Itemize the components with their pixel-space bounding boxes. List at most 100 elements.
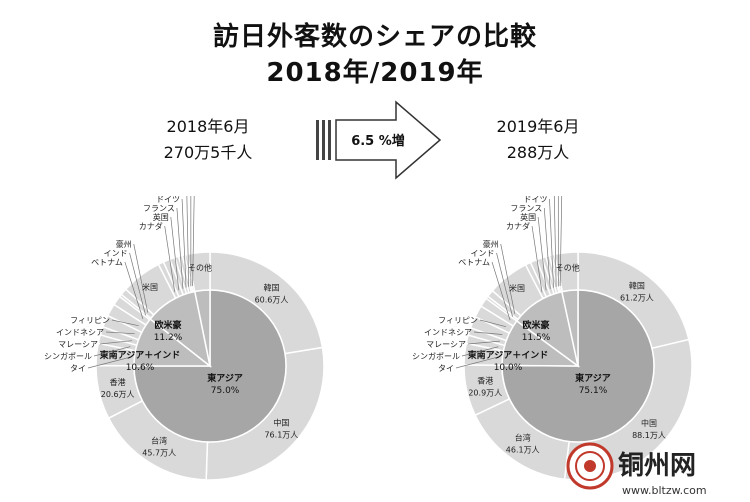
- outer-label-name: 韓国: [629, 280, 645, 290]
- leader-line: [491, 261, 511, 321]
- chart-title: 訪日外客数のシェアの比較: [212, 22, 537, 52]
- watermark-logo-ring: [575, 451, 605, 481]
- leader-line: [99, 340, 133, 345]
- period-total: 270万5千人: [163, 143, 253, 162]
- arrow-stripe: [316, 120, 319, 160]
- leader-line: [186, 196, 190, 287]
- outer-label-name: 韓国: [263, 283, 279, 293]
- inner-label-value: 11.2%: [154, 333, 183, 343]
- inner-label-name: 欧米豪: [154, 319, 181, 331]
- period-2018: 2018年6月 270万5千人: [118, 114, 298, 166]
- watermark-name: 铜州网: [618, 451, 696, 481]
- leader-line: [181, 198, 187, 288]
- leader-line: [473, 331, 503, 335]
- leader-line: [553, 196, 557, 287]
- leader-line: [543, 207, 551, 289]
- leader-line: [105, 331, 135, 335]
- leader-line: [133, 243, 149, 313]
- leader-line: [467, 340, 500, 345]
- watermark-url: www.bltzw.com: [622, 484, 707, 497]
- donut-chart-2018: 東アジア 75.0% 東南アジア＋インド 10.6% 欧米豪 11.2% 韓国 60.6万人中…: [44, 196, 325, 481]
- leader-line: [559, 196, 563, 286]
- outer-label-name: ベトナム: [458, 258, 490, 267]
- outer-label-name: ベトナム: [91, 258, 123, 267]
- inner-label-value: 10.0%: [494, 363, 523, 373]
- outer-label-name: タイ: [438, 364, 454, 373]
- outer-label-name: 香港: [110, 377, 126, 387]
- leader-line: [549, 198, 554, 288]
- outer-label-name: フィリピン: [438, 316, 478, 325]
- inner-slice-3: [560, 289, 579, 367]
- outer-label-name: 米国: [509, 283, 525, 293]
- outer-label-name: インドネシア: [424, 328, 472, 337]
- outer-label-name: フランス: [510, 204, 542, 213]
- period-2019: 2019年6月 288万人: [448, 114, 628, 166]
- inner-label-name: 東アジア: [575, 372, 611, 384]
- inner-slice-3: [193, 289, 211, 367]
- leader-line: [176, 207, 184, 289]
- outer-label-value: 45.7万人: [142, 448, 176, 457]
- outer-label-name: ドイツ: [156, 196, 180, 204]
- inner-label-value: 11.5%: [522, 333, 551, 343]
- watermark-logo-dot: [584, 460, 596, 472]
- outer-label-name: ドイツ: [523, 196, 547, 204]
- leader-line: [87, 357, 129, 369]
- outer-label-name: タイ: [70, 364, 86, 373]
- outer-label-name: インド: [471, 249, 495, 258]
- inner-label-name: 東アジア: [207, 372, 243, 384]
- outer-label-name: その他: [556, 263, 580, 273]
- outer-label-name: 豪州: [116, 239, 132, 249]
- arrow-shape: [335, 100, 442, 180]
- outer-label-value: 88.1万人: [632, 431, 666, 440]
- inner-slice-0: [133, 289, 287, 443]
- outer-label-name: 中国: [641, 418, 657, 428]
- outer-label-name: 香港: [477, 376, 493, 386]
- outer-label-name: カナダ: [506, 221, 530, 231]
- outer-label-name: カナダ: [139, 221, 163, 231]
- outer-label-value: 20.6万人: [101, 390, 135, 399]
- leader-line: [537, 216, 547, 291]
- period-total: 288万人: [506, 143, 570, 162]
- leader-line: [479, 319, 507, 328]
- outer-label-name: マレーシア: [58, 340, 98, 349]
- leader-line: [93, 346, 131, 357]
- outer-label-value: 61.2万人: [620, 293, 654, 302]
- outer-label-value: 76.1万人: [264, 431, 298, 440]
- chart-subtitle: 2018年/2019年: [266, 58, 484, 88]
- outer-label-name: 英国: [520, 212, 536, 222]
- leader-line: [111, 319, 139, 327]
- outer-label-name: その他: [188, 263, 212, 273]
- growth-label: 6.5 %増: [351, 133, 405, 149]
- inner-label-value: 10.6%: [126, 363, 155, 373]
- outer-label-value: 20.9万人: [468, 389, 502, 398]
- leader-line: [124, 261, 144, 319]
- outer-label-name: マレーシア: [426, 340, 466, 349]
- leader-line: [496, 252, 513, 317]
- inner-label-name: 東南アジア＋インド: [468, 349, 549, 361]
- outer-label-value: 46.1万人: [506, 445, 540, 454]
- period-label: 2018年6月: [166, 117, 250, 136]
- outer-label-name: 台湾: [515, 432, 531, 442]
- leader-line: [500, 243, 516, 314]
- leader-line: [461, 346, 499, 357]
- outer-label-name: シンガポール: [412, 351, 460, 361]
- leader-line: [531, 225, 543, 293]
- leader-line: [164, 225, 176, 293]
- inner-label-name: 東南アジア＋インド: [100, 349, 181, 361]
- inner-label-value: 75.0%: [211, 386, 240, 396]
- arrow-stripe: [328, 120, 331, 160]
- inner-label-name: 欧米豪: [522, 319, 549, 331]
- outer-label-name: インドネシア: [56, 328, 104, 337]
- outer-label-name: 中国: [273, 418, 289, 428]
- outer-label-name: 台湾: [151, 435, 167, 445]
- outer-label-name: 英国: [153, 212, 169, 222]
- leader-line: [455, 357, 497, 369]
- leader-line: [170, 216, 180, 291]
- arrow-stripe: [322, 120, 325, 160]
- outer-label-name: シンガポール: [44, 351, 92, 361]
- outer-label-name: 豪州: [483, 239, 499, 249]
- outer-label-name: 米国: [142, 282, 158, 292]
- outer-label-name: フィリピン: [70, 316, 110, 325]
- inner-slice-0: [501, 289, 655, 443]
- leader-line: [192, 196, 195, 286]
